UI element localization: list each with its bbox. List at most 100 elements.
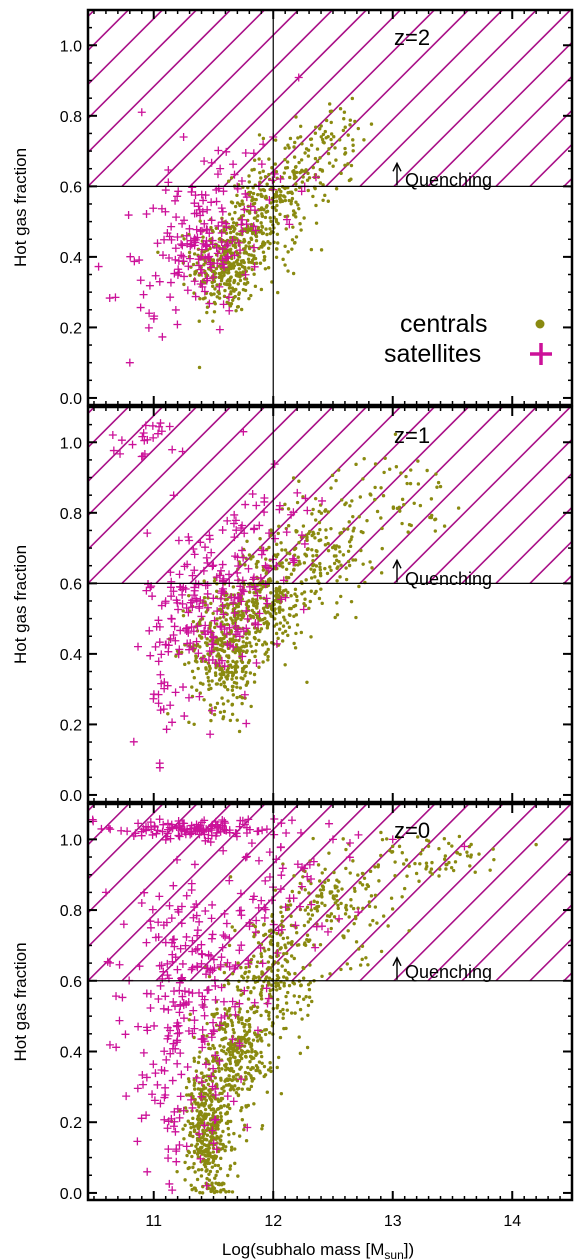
satellite-point [239,627,248,636]
quenching-label: Quenching [405,962,492,982]
hatch-line [121,804,300,981]
satellite-point [165,901,174,910]
central-point [217,607,221,612]
satellite-point [209,1018,218,1027]
central-point [309,137,314,141]
central-point [241,677,245,681]
satellite-point [201,1060,210,1069]
central-point [233,667,238,672]
satellite-point [263,999,272,1008]
central-point [362,457,366,461]
central-point [212,310,217,314]
central-point [196,1114,200,1118]
central-point [343,163,347,167]
satellite-point [238,652,247,661]
central-point [297,943,301,947]
satellite-point [211,831,220,840]
hatch-line [155,407,333,584]
central-point [279,905,283,909]
central-point [226,268,231,272]
satellite-point [193,931,202,940]
satellite-point [171,255,180,264]
satellite-point [265,872,274,881]
satellite-point [160,1115,169,1124]
satellite-point [259,546,268,555]
central-point [230,925,234,929]
satellite-point [179,1106,188,1115]
central-point [251,191,256,196]
satellite-point [158,827,167,836]
central-point [227,943,232,948]
central-point [224,1190,228,1194]
central-point [235,201,240,205]
central-point [306,912,311,916]
satellite-point [173,1029,182,1038]
satellite-point [174,265,183,274]
satellite-point [256,943,265,952]
y-tick-label: 0.2 [60,1115,82,1132]
satellite-point [140,449,149,458]
central-point [300,168,304,172]
central-point [204,1078,208,1083]
satellite-point [173,905,182,914]
satellite-point [186,598,195,607]
central-point [285,621,290,625]
hatch-line [189,407,367,584]
central-point [292,173,297,178]
satellite-point [240,205,249,214]
satellite-point [157,427,166,436]
central-point [218,643,223,647]
central-point [314,125,318,129]
central-point [306,920,310,924]
central-point [252,201,257,206]
central-point [257,665,261,669]
satellite-point [169,1122,178,1131]
central-point [231,693,236,697]
central-point [323,867,327,871]
central-point [192,1056,196,1060]
central-point [236,262,240,267]
central-point [187,1079,191,1084]
satellite-point [136,303,145,312]
central-point [435,485,439,489]
central-point [230,703,234,707]
central-point [215,1189,219,1194]
central-point [394,465,399,469]
central-point [343,146,347,151]
central-point [197,319,201,323]
satellite-point [167,577,176,586]
central-point [488,868,492,872]
central-point [219,1134,223,1138]
central-point [302,923,307,928]
satellite-point [193,622,202,631]
central-point [228,239,233,244]
satellite-point [218,602,227,610]
central-point [333,615,337,620]
central-point [294,235,299,239]
central-point [292,168,296,173]
central-point [274,611,278,616]
central-point [260,984,265,988]
central-point [237,267,242,271]
central-point [325,918,329,923]
central-point [195,1142,200,1146]
central-point [319,893,324,898]
central-point [268,1031,272,1035]
central-point [235,695,239,700]
central-point [201,1087,206,1091]
central-point [236,604,241,609]
satellite-point [160,1047,169,1056]
y-tick-label: 0.0 [60,391,82,408]
central-point [293,165,298,169]
central-point [191,1165,195,1170]
satellite-point [276,885,285,894]
central-point [247,266,251,270]
satellite-point [297,187,306,196]
central-point [337,880,341,884]
hatch-line [189,10,367,187]
satellite-point [151,271,160,280]
central-point [244,641,249,645]
central-point [287,146,291,150]
central-point [309,635,313,639]
satellite-point [205,535,214,544]
